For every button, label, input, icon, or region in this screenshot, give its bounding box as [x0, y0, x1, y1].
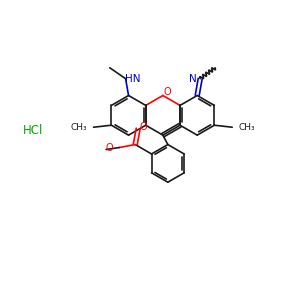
Text: O: O [139, 122, 147, 132]
Text: CH₃: CH₃ [238, 123, 255, 132]
Text: N: N [189, 74, 197, 84]
Text: CH₃: CH₃ [71, 123, 88, 132]
Text: HN: HN [125, 74, 140, 84]
Text: HCl: HCl [23, 124, 43, 137]
Text: O: O [106, 142, 113, 152]
Text: O: O [163, 86, 171, 97]
